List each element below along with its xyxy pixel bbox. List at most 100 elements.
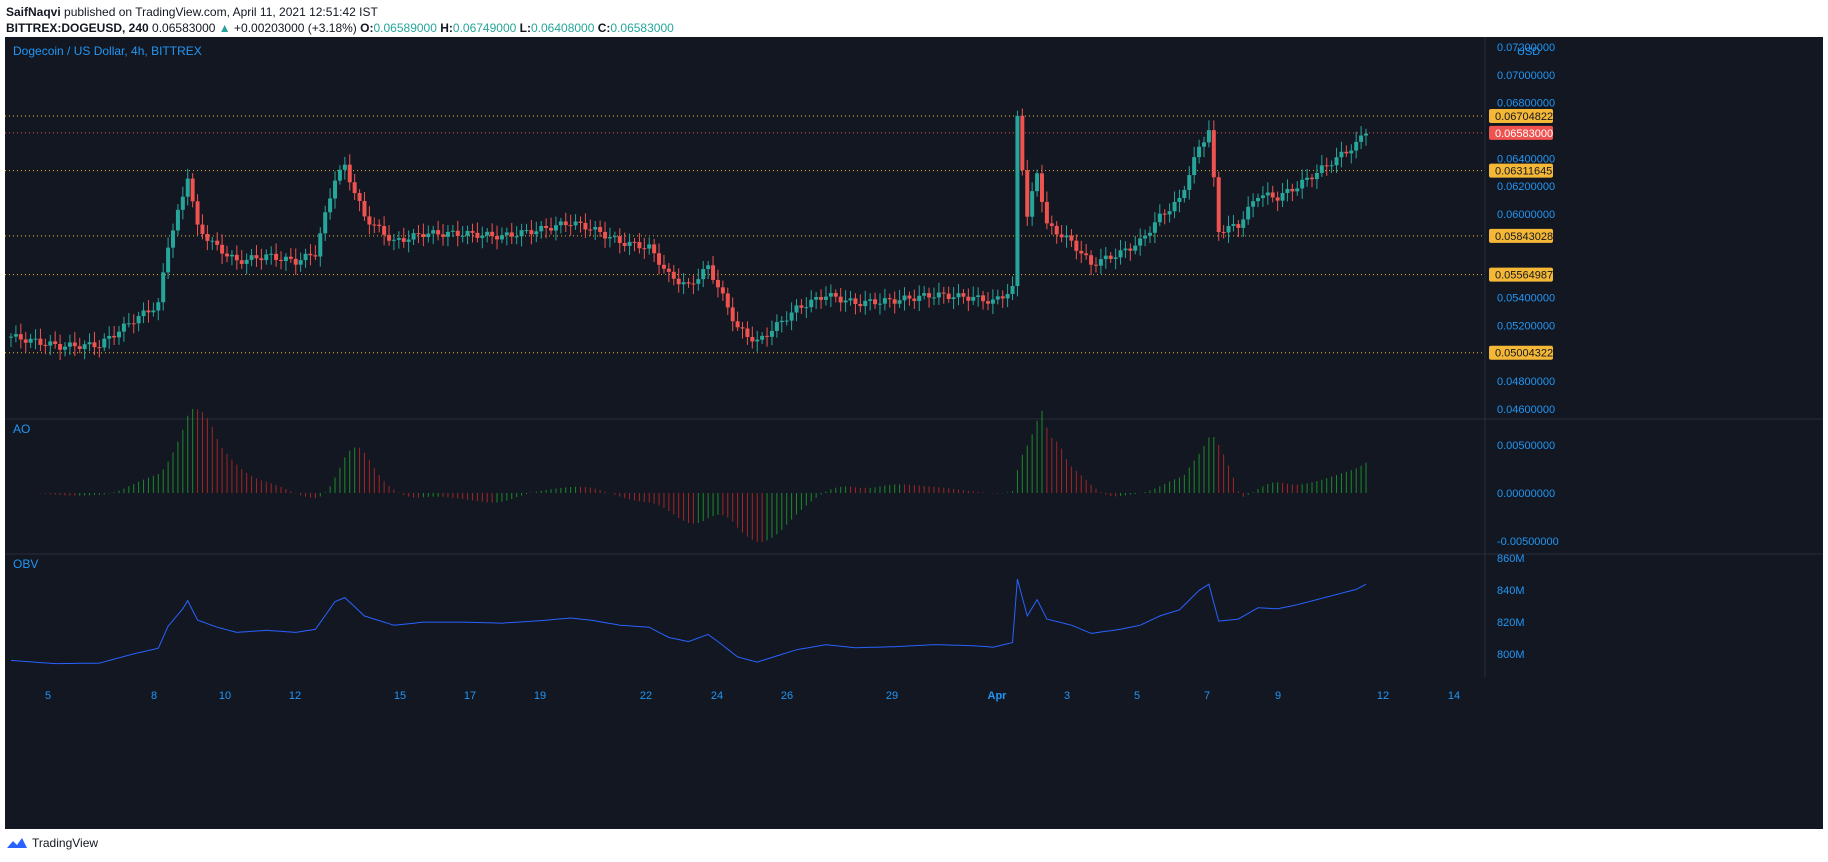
candle-body[interactable] [156, 302, 161, 311]
candle-body[interactable] [1300, 179, 1305, 189]
candle-body[interactable] [990, 299, 995, 304]
candle-body[interactable] [200, 224, 205, 234]
candle-body[interactable] [789, 312, 794, 321]
candle-body[interactable] [28, 338, 33, 343]
chart-canvas[interactable]: 0.00500000 0.00000000 -0.00500000 860M 840M… [5, 37, 1823, 829]
candle-body[interactable] [936, 292, 941, 298]
candle-body[interactable] [735, 321, 740, 328]
candle-body[interactable] [1133, 245, 1138, 251]
candle-body[interactable] [151, 310, 156, 313]
candle-body[interactable] [342, 164, 347, 170]
candle-body[interactable] [347, 164, 352, 183]
candle-body[interactable] [1044, 201, 1049, 224]
candle-body[interactable] [43, 344, 48, 346]
candle-body[interactable] [1359, 135, 1364, 142]
candle-body[interactable] [249, 255, 254, 260]
candle-body[interactable] [171, 230, 176, 248]
candle-body[interactable] [1285, 188, 1290, 193]
candle-body[interactable] [519, 230, 524, 237]
candle-body[interactable] [1157, 213, 1162, 223]
candle-body[interactable] [985, 301, 990, 304]
candle-body[interactable] [97, 347, 102, 349]
candle-body[interactable] [1089, 255, 1094, 265]
candle-body[interactable] [588, 229, 593, 231]
candle-body[interactable] [421, 234, 426, 238]
candle-body[interactable] [1015, 115, 1020, 286]
candle-body[interactable] [195, 201, 200, 225]
candle-body[interactable] [485, 231, 490, 236]
candle-body[interactable] [1324, 165, 1329, 167]
candle-body[interactable] [1172, 201, 1177, 212]
candle-body[interactable] [784, 320, 789, 322]
candle-body[interactable] [1054, 225, 1059, 235]
candle-body[interactable] [441, 234, 446, 237]
candle-body[interactable] [1108, 255, 1113, 259]
candle-body[interactable] [220, 244, 225, 254]
candle-body[interactable] [1354, 141, 1359, 151]
candle-body[interactable] [53, 341, 58, 344]
candle-body[interactable] [539, 225, 544, 232]
candle-body[interactable] [1049, 223, 1054, 226]
candle-body[interactable] [367, 216, 372, 225]
candle-body[interactable] [362, 200, 367, 217]
candle-body[interactable] [774, 322, 779, 331]
candle-body[interactable] [1334, 157, 1339, 166]
candle-body[interactable] [1344, 151, 1349, 154]
candle-body[interactable] [1339, 151, 1344, 158]
candle-body[interactable] [1280, 192, 1285, 201]
candle-body[interactable] [902, 295, 907, 301]
candle-body[interactable] [976, 295, 981, 297]
candle-body[interactable] [318, 233, 323, 257]
candle-body[interactable] [1123, 248, 1128, 251]
candle-body[interactable] [377, 224, 382, 227]
candle-body[interactable] [146, 310, 151, 313]
candle-body[interactable] [799, 305, 804, 308]
candle-body[interactable] [1192, 157, 1197, 176]
candle-body[interactable] [1138, 238, 1143, 246]
candle-body[interactable] [131, 323, 136, 325]
candle-body[interactable] [279, 259, 284, 261]
candle-body[interactable] [912, 298, 917, 302]
candle-body[interactable] [72, 342, 77, 347]
candle-body[interactable] [411, 233, 416, 240]
candle-body[interactable] [180, 196, 185, 210]
candle-body[interactable] [647, 244, 652, 249]
candle-body[interactable] [897, 300, 902, 304]
candle-body[interactable] [372, 224, 377, 226]
candle-body[interactable] [637, 242, 642, 249]
candle-body[interactable] [671, 271, 676, 279]
candle-body[interactable] [642, 248, 647, 250]
candle-body[interactable] [1074, 240, 1079, 251]
chart-area[interactable]: 0.00500000 0.00000000 -0.00500000 860M 840M… [5, 37, 1823, 829]
candle-body[interactable] [740, 327, 745, 329]
candle-body[interactable] [843, 300, 848, 303]
candle-body[interactable] [288, 256, 293, 259]
candle-body[interactable] [1270, 192, 1275, 198]
candle-body[interactable] [92, 342, 97, 348]
candle-body[interactable] [622, 242, 627, 246]
candle-body[interactable] [58, 343, 63, 350]
candle-body[interactable] [121, 323, 126, 332]
candle-body[interactable] [917, 295, 922, 302]
candle-body[interactable] [1182, 189, 1187, 199]
candle-body[interactable] [696, 279, 701, 284]
candle-body[interactable] [1035, 173, 1040, 192]
candle-body[interactable] [1290, 188, 1295, 192]
candle-body[interactable] [161, 272, 166, 303]
candle-body[interactable] [1103, 255, 1108, 260]
candle-body[interactable] [117, 331, 122, 338]
candle-body[interactable] [283, 256, 288, 261]
candle-body[interactable] [401, 238, 406, 242]
candle-body[interactable] [892, 299, 897, 304]
candle-body[interactable] [877, 303, 882, 305]
candle-body[interactable] [480, 235, 485, 238]
author-name[interactable]: SaifNaqvi [6, 5, 61, 19]
candle-body[interactable] [1162, 213, 1167, 215]
candle-body[interactable] [126, 323, 131, 325]
candle-body[interactable] [1309, 177, 1314, 180]
candle-body[interactable] [549, 228, 554, 231]
candle-body[interactable] [229, 254, 234, 257]
candle-body[interactable] [1221, 232, 1226, 234]
candle-body[interactable] [357, 193, 362, 201]
candle-body[interactable] [426, 233, 431, 238]
